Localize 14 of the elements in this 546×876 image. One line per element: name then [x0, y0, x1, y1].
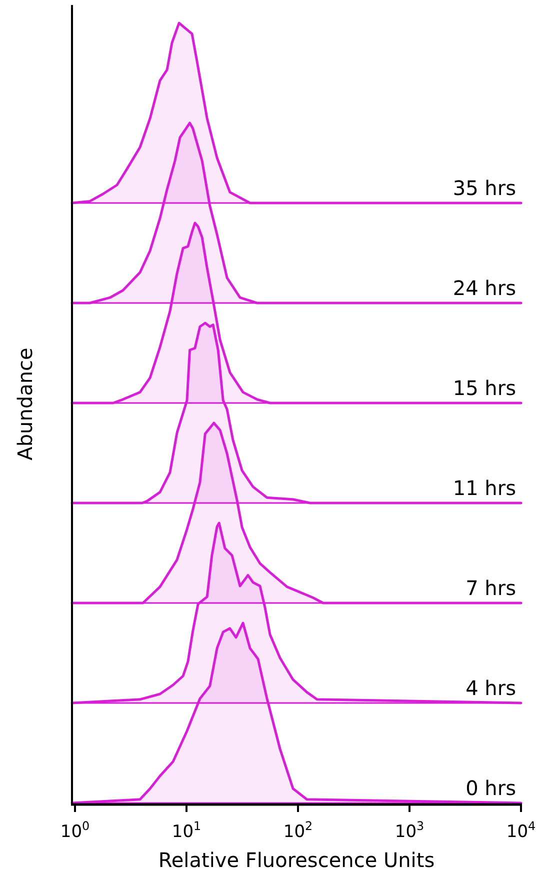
y-axis-title: Abundance: [13, 348, 37, 460]
series-label: 35 hrs: [452, 176, 516, 200]
series-label: 24 hrs: [452, 276, 516, 300]
x-tick-label: 10$^{4}$: [506, 819, 536, 842]
series-label: 4 hrs: [466, 676, 516, 700]
series-label: 15 hrs: [452, 376, 516, 400]
series-label: 0 hrs: [466, 776, 516, 800]
x-tick-label: 10$^{2}$: [283, 819, 313, 842]
series-label: 7 hrs: [466, 576, 516, 600]
x-axis-title: Relative Fluorescence Units: [158, 848, 435, 872]
x-tick-label: 10$^{3}$: [394, 819, 424, 842]
x-tick-label: 10$^{1}$: [172, 819, 202, 842]
series-label: 11 hrs: [452, 476, 516, 500]
x-tick-label: 10$^{0}$: [60, 819, 90, 842]
